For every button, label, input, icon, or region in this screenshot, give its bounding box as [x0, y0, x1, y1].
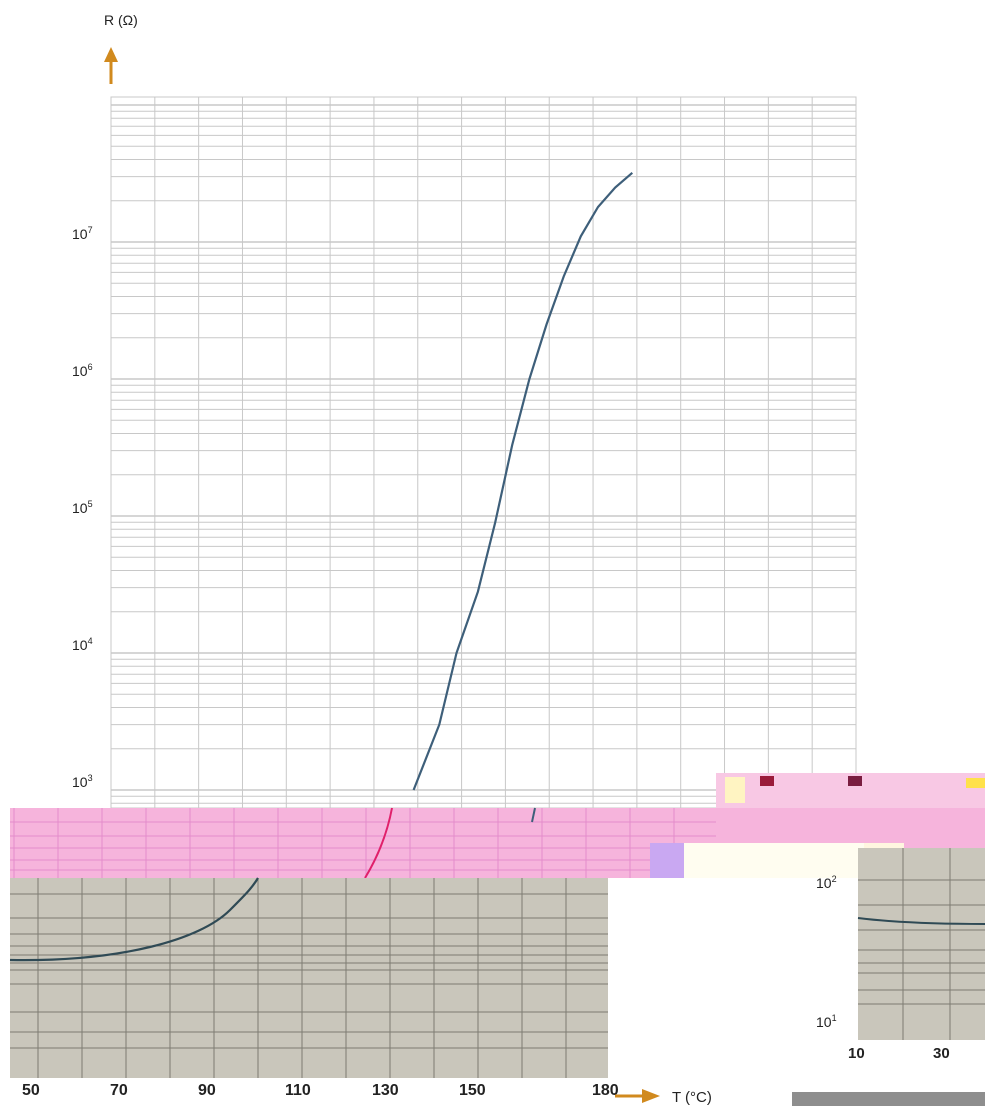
inset-x-tick-label: 10	[848, 1045, 865, 1062]
inset-x-tick-label: 30	[933, 1045, 950, 1062]
gray-series-line	[9, 877, 259, 962]
y-tick-label: 107	[72, 225, 93, 242]
x-tick-label: 180	[592, 1082, 619, 1099]
x-tick-label: 130	[372, 1082, 399, 1099]
y-tick-labels: 103 104 105 106 107	[72, 225, 93, 790]
x-tick-label: 50	[22, 1082, 40, 1099]
x-tick-label: 150	[459, 1082, 486, 1099]
x-axis-label: T (°C)	[672, 1089, 712, 1106]
y-tick-label: 103	[72, 773, 93, 790]
inset-y-tick-label: 101	[816, 1013, 837, 1030]
inset-series-line	[857, 917, 985, 925]
x-tick-label: 110	[285, 1082, 311, 1099]
inset-x-tick-labels: 10 30	[848, 1045, 950, 1062]
inset-y-tick-label: 102	[816, 874, 837, 891]
y-tick-label: 105	[72, 499, 93, 516]
y-tick-label: 104	[72, 636, 93, 653]
y-tick-label: 106	[72, 362, 93, 379]
main-grid	[110, 96, 857, 809]
y-axis-label: R (Ω)	[104, 12, 138, 28]
x-tick-label: 70	[110, 1082, 128, 1099]
y-axis-arrow-icon	[104, 47, 118, 84]
x-axis-arrow-icon	[615, 1089, 660, 1103]
inset-y-tick-labels: 101 102	[816, 874, 837, 1030]
gray-panel-right	[857, 848, 985, 1040]
pink-series-line	[364, 807, 393, 879]
main-series-line	[412, 171, 634, 791]
x-tick-labels: 50 70 90 110 130 150 180	[22, 1082, 619, 1099]
gray-panel-left	[9, 877, 608, 1078]
x-tick-label: 90	[198, 1082, 216, 1099]
